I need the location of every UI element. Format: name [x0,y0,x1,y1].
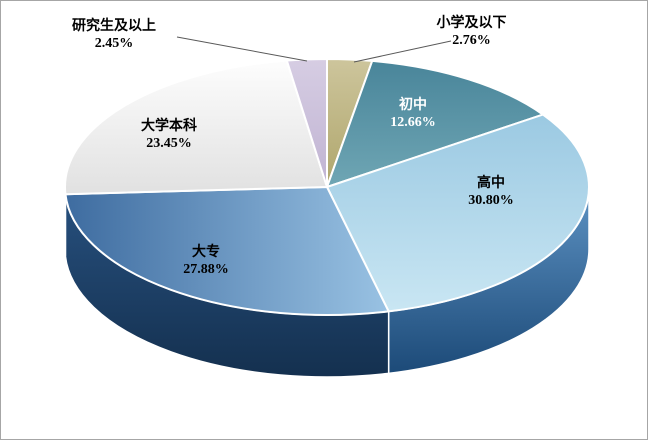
label-junior-high: 初中 12.66% [367,97,459,131]
leader-line-0 [176,36,308,62]
slice-percent: 23.45% [146,136,192,151]
label-junior-college: 大专 27.88% [156,244,256,278]
slice-percent: 30.80% [468,193,514,208]
slice-percent: 2.76% [452,33,491,48]
slice-label: 研究生及以上 [72,19,156,34]
leader-line-1 [353,40,452,63]
pie-slice-1 [326,59,544,188]
slice-percent: 2.45% [94,36,134,51]
label-primary-school: 小学及以下 2.76% [414,15,529,49]
pie-slice-2 [326,113,590,313]
pie-slice-4 [64,59,328,196]
label-bachelor: 大学本科 23.45% [113,118,225,152]
slice-percent: 27.88% [183,262,229,277]
slice-label: 大专 [192,245,220,260]
slice-percent: 12.66% [390,115,436,130]
slice-label: 大学本科 [141,119,197,134]
slice-label: 小学及以下 [436,16,507,31]
pie-slice-3 [64,186,390,316]
slice-label: 高中 [477,176,505,191]
label-senior-high: 高中 30.80% [441,175,541,209]
label-graduate: 研究生及以上 2.45% [49,18,179,52]
slice-label: 初中 [399,98,427,113]
pie-slice-5 [285,58,328,188]
